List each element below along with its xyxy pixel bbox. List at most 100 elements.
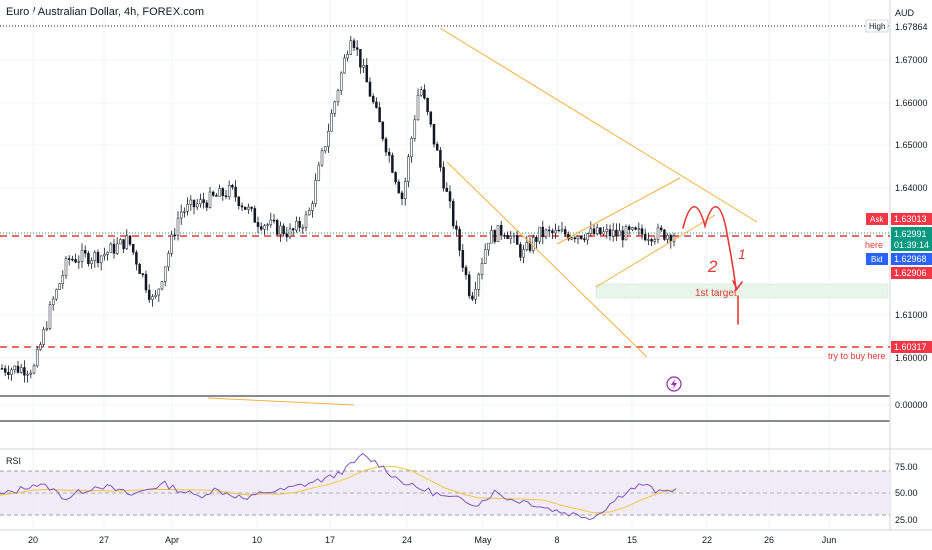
candle-up [413, 119, 417, 139]
target-zone [595, 283, 889, 299]
candle-up [512, 235, 516, 237]
candle-down [211, 191, 215, 196]
bid-badge-bg [866, 253, 888, 265]
price-axis[interactable]: 1.67000 1.66000 1.65000 1.64000 1.61000 1.600… [895, 55, 928, 410]
candle-down [285, 233, 289, 238]
candle-down [131, 244, 135, 253]
candle-up [64, 258, 68, 276]
candle-up [167, 253, 170, 268]
candle-down [83, 250, 87, 254]
candle-up [647, 239, 650, 241]
forecast-arrow [732, 280, 743, 291]
candle-down [464, 267, 468, 276]
time-tick-label: 15 [627, 535, 637, 545]
candle-up [410, 138, 413, 158]
candle-up [349, 40, 353, 55]
candle-down [256, 222, 260, 227]
candle-down [138, 263, 141, 274]
level-1-bg [891, 267, 932, 279]
candle-up [154, 294, 157, 297]
candle-down [429, 111, 433, 125]
candle-up [279, 225, 282, 235]
candle-up [509, 236, 513, 239]
candle-down [583, 238, 586, 241]
candle-down [426, 97, 429, 113]
ask-value: 1.63013 [894, 214, 927, 224]
trendline-bottom [207, 397, 355, 406]
candle-down [669, 235, 673, 242]
candle-down [615, 229, 618, 236]
time-tick-label: Jun [822, 535, 837, 545]
candle-down [448, 191, 452, 202]
candle-up [99, 255, 103, 264]
candle-down [493, 230, 497, 242]
countdown: 01:39:14 [894, 240, 929, 250]
candle-down [291, 228, 295, 231]
price-tick-label: 1.66000 [895, 98, 928, 108]
candle-up [179, 211, 183, 219]
candle-up [560, 229, 564, 232]
lightning-icon[interactable] [666, 376, 682, 392]
candle-up [48, 304, 52, 329]
time-tick-label: 10 [252, 535, 262, 545]
candle-up [195, 203, 199, 208]
candle-up [163, 266, 167, 282]
candle-up [611, 229, 615, 237]
candle-down [122, 239, 125, 250]
candle-up [483, 249, 487, 264]
candle-up [39, 344, 42, 350]
candlestick-series [0, 35, 676, 383]
candle-down [368, 81, 372, 97]
candle-up [109, 243, 113, 253]
candle-up [666, 235, 669, 240]
high-badge-bg [865, 19, 889, 33]
candle-down [579, 236, 583, 239]
candle-down [202, 199, 205, 204]
candle-down [567, 234, 570, 240]
candle-up [480, 263, 484, 275]
candle-down [23, 367, 26, 376]
candle-up [317, 164, 321, 181]
candle-down [243, 206, 247, 210]
candle-up [653, 239, 657, 242]
trendline-upper [439, 27, 758, 223]
price-tick-label: 1.60000 [895, 353, 928, 363]
first-target-label: 1st target [695, 288, 737, 299]
candle-down [467, 274, 471, 297]
price-tick-label: 1.64000 [895, 183, 928, 193]
candle-down [144, 274, 148, 291]
candle-up [157, 288, 161, 296]
chart-title: Euro / Australian Dollar, 4h, FOREX.com [6, 6, 205, 18]
price-tick-label: 1.65000 [895, 140, 928, 150]
time-tick-label: 22 [702, 535, 712, 545]
candle-down [298, 220, 301, 228]
time-tick-label: 24 [402, 535, 412, 545]
candle-up [327, 130, 330, 147]
candle-up [624, 226, 628, 241]
candle-up [419, 89, 423, 96]
time-tick-label: 17 [325, 535, 335, 545]
time-axis[interactable]: 20 27 Apr 10 17 24 May 8 15 22 26 Jun [28, 535, 836, 545]
candle-down [442, 167, 445, 189]
candle-down [371, 96, 375, 103]
candle-up [487, 242, 490, 251]
ask-value-bg [891, 213, 932, 225]
time-tick-label: 20 [28, 535, 38, 545]
candle-up [61, 275, 65, 285]
candle-up [119, 239, 122, 245]
candle-up [93, 252, 97, 261]
candle-up [595, 227, 599, 235]
candle-up [589, 228, 593, 234]
candle-up [13, 365, 17, 371]
candle-down [96, 252, 100, 264]
candle-down [471, 295, 474, 300]
bid-badge: Bid [871, 255, 883, 264]
here-label: here [865, 240, 883, 250]
candle-up [656, 227, 660, 240]
candle-up [301, 227, 305, 229]
candle-up [605, 229, 609, 233]
candle-down [378, 107, 381, 123]
candle-down [0, 368, 4, 370]
candle-up [343, 57, 346, 74]
